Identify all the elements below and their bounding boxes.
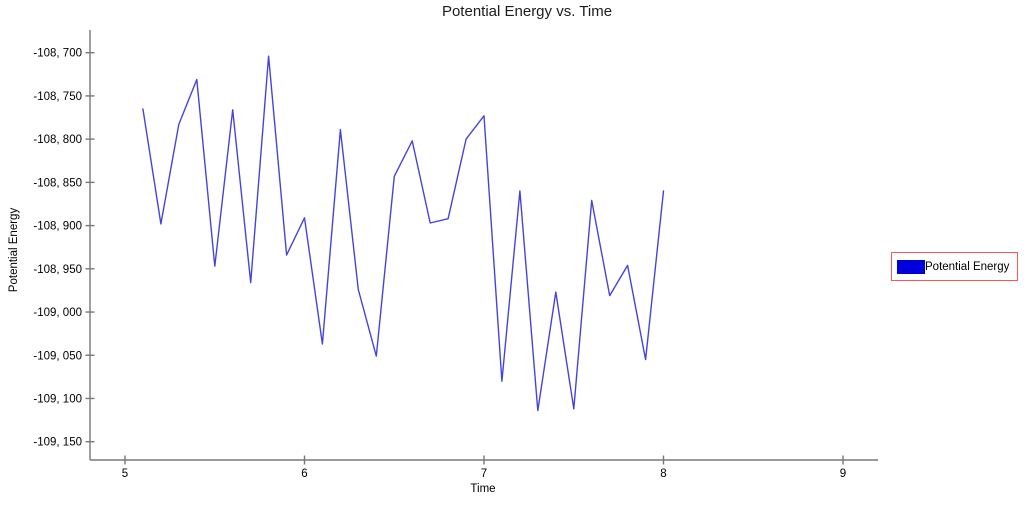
x-axis-title: Time	[470, 483, 496, 495]
series-line	[142, 55, 665, 412]
y-tick-label: -109, 050	[33, 350, 82, 362]
legend[interactable]: Potential Energy	[891, 252, 1018, 281]
x-tick-label: 9	[840, 468, 846, 480]
x-tick-label: 7	[481, 468, 487, 480]
x-tick-label: 5	[122, 468, 128, 480]
y-tick-label: -108, 950	[33, 264, 82, 276]
y-tick-label: -109, 150	[33, 437, 82, 449]
legend-swatch	[897, 259, 925, 274]
y-tick-label: -108, 850	[33, 177, 82, 189]
legend-label: Potential Energy	[925, 260, 1010, 273]
chart-title: Potential Energy vs. Time	[441, 3, 613, 20]
y-tick-label: -108, 700	[33, 48, 82, 60]
x-tick-label: 8	[660, 468, 666, 480]
y-tick-label: -109, 100	[33, 393, 82, 405]
y-tick-label: -108, 750	[33, 91, 82, 103]
x-tick-label: 6	[301, 468, 307, 480]
y-tick-label: -109, 000	[33, 307, 82, 319]
y-tick-label: -108, 900	[33, 221, 82, 233]
y-tick-label: -108, 800	[33, 134, 82, 146]
